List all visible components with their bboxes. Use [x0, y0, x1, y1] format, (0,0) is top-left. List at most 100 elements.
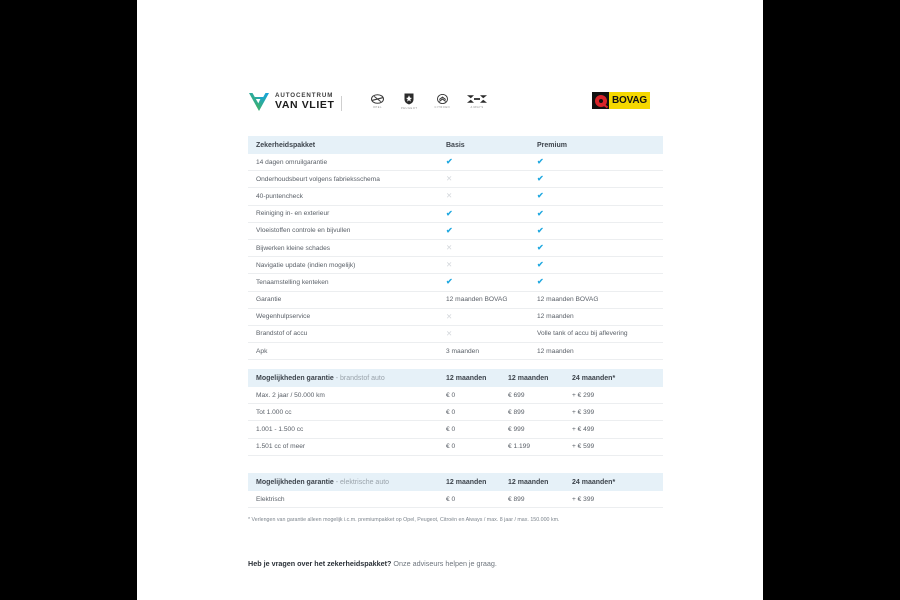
table-row: 14 dagen omruilgarantie ✔ ✔ — [248, 154, 663, 172]
bovag-label: BOVAG — [609, 92, 650, 109]
row-label: Bijwerken kleine schades — [256, 244, 331, 252]
fuel-warranty-table: Mogelijkheden garantie - brandstof auto 1… — [248, 369, 663, 456]
cell-price-1: € 0 — [446, 391, 456, 399]
document-page: Zekerheidspakket Personenauto occasion A — [137, 0, 763, 600]
cell-premium: ✔ — [537, 278, 628, 286]
table-row: 40-puntencheck ✕ ✔ — [248, 188, 663, 206]
row-label: Tenaamstelling kenteken — [256, 278, 329, 286]
cross-icon: ✕ — [446, 243, 453, 253]
cell-basis: ✔ — [446, 225, 537, 235]
column-header-premium: Premium — [537, 141, 567, 149]
cell-premium: Volle tank of accu bij aflevering — [537, 330, 628, 338]
check-icon: ✔ — [537, 208, 544, 218]
cell-premium: ✔ — [537, 208, 628, 218]
cross-icon: ✕ — [446, 260, 453, 270]
cell-price-2: € 999 — [508, 425, 525, 433]
table-row: Apk 3 maanden 12 maanden — [248, 343, 663, 361]
cell-basis: ✕ — [446, 192, 537, 200]
row-label: Apk — [256, 347, 268, 355]
check-icon: ✔ — [446, 208, 453, 218]
cell-price-3: + € 599 — [572, 443, 595, 451]
electric-warranty-table: Mogelijkheden garantie - elektrische aut… — [248, 473, 663, 509]
row-label: 1.001 - 1.500 cc — [256, 425, 304, 433]
table-row: 1.001 - 1.500 cc € 0 € 999 + € 499 — [248, 421, 663, 439]
table-header-row: Mogelijkheden garantie - elektrische aut… — [248, 473, 663, 491]
cell-basis: ✕ — [446, 313, 537, 321]
brand-aiways: AIWAYS — [467, 94, 488, 109]
table-row: Navigatie update (indien mogelijk) ✕ ✔ — [248, 257, 663, 275]
table-row: 1.501 cc of meer € 0 € 1.199 + € 599 — [248, 439, 663, 456]
peugeot-logo-icon — [404, 93, 414, 105]
table-row: Onderhoudsbeurt volgens fabrieksschema ✕ ✔ — [248, 171, 663, 189]
row-label: Navigatie update (indien mogelijk) — [256, 261, 356, 269]
check-icon: ✔ — [537, 191, 544, 201]
cell-price-1: € 0 — [446, 408, 456, 416]
aiways-logo-icon — [467, 95, 488, 103]
footnote: * Verlengen van garantie alleen mogelijk… — [248, 517, 560, 523]
check-icon: ✔ — [537, 225, 544, 235]
cell-premium: ✔ — [537, 175, 628, 183]
brand-opel: OPEL — [371, 94, 384, 109]
cell-price-2: € 699 — [508, 391, 525, 399]
triangle-pattern-icon — [205, 0, 695, 84]
cell-premium: ✔ — [537, 261, 628, 269]
row-label: 14 dagen omruilgarantie — [256, 158, 328, 166]
bovag-mark-icon — [592, 92, 609, 109]
closing-rest: Onze adviseurs helpen je graag. — [391, 559, 497, 568]
cell-price-3: + € 399 — [572, 495, 595, 503]
dealer-name-line2: VAN VLIET — [275, 99, 335, 112]
cell-basis: ✔ — [446, 158, 537, 166]
cell-basis: ✔ — [446, 278, 537, 286]
brand-peugeot-caption: PEUGEOT — [401, 106, 418, 110]
brand-aiways-caption: AIWAYS — [470, 105, 484, 109]
cell-basis: ✕ — [446, 175, 537, 183]
cell-premium: ✔ — [537, 225, 628, 235]
cell-premium: ✔ — [537, 244, 628, 252]
table-row: Bijwerken kleine schades ✕ ✔ — [248, 240, 663, 258]
hero-subtitle: Personenauto occasion — [375, 48, 525, 65]
column-header-2: 12 maanden — [508, 374, 549, 382]
cross-icon: ✕ — [446, 191, 453, 201]
cell-price-2: € 899 — [508, 495, 525, 503]
cell-premium: 12 maanden — [537, 347, 574, 355]
bovag-logo: BOVAG — [592, 92, 650, 109]
hero-banner: Zekerheidspakket Personenauto occasion — [205, 0, 695, 84]
row-label: 40-puntencheck — [256, 192, 303, 200]
cell-basis: ✕ — [446, 330, 537, 338]
closing-line: Heb je vragen over het zekerheidspakket?… — [248, 559, 663, 568]
table-row: Tot 1.000 cc € 0 € 899 + € 399 — [248, 404, 663, 422]
hero-title: Zekerheidspakket — [341, 15, 559, 45]
column-header-category: Mogelijkheden garantie - elektrische aut… — [256, 478, 390, 486]
brand-opel-caption: OPEL — [372, 105, 383, 109]
cell-price-3: + € 399 — [572, 408, 595, 416]
cell-premium: ✔ — [537, 192, 628, 200]
table-header-row: Zekerheidspakket Basis Premium — [248, 136, 663, 154]
cell-basis: ✔ — [446, 208, 537, 218]
cell-price-2: € 899 — [508, 408, 525, 416]
brand-logo-list: OPEL PEUGEOT CITROEN — [371, 93, 488, 110]
dealer-name-line1: AUTOCENTRUM — [275, 92, 334, 100]
cell-price-2: € 1.199 — [508, 443, 530, 451]
closing-question: Heb je vragen over het zekerheidspakket? — [248, 559, 392, 568]
brand-citroen-caption: CITROEN — [434, 105, 451, 109]
table-row: Max. 2 jaar / 50.000 km € 0 € 699 + € 299 — [248, 387, 663, 405]
table-row: Vloeistoffen controle en bijvullen ✔ ✔ — [248, 223, 663, 240]
row-label: 1.501 cc of meer — [256, 443, 306, 451]
table-row: Elektrisch € 0 € 899 + € 399 — [248, 491, 663, 509]
table-header-row: Mogelijkheden garantie - brandstof auto 1… — [248, 369, 663, 387]
column-header-3: 24 maanden* — [572, 374, 616, 382]
cell-price-1: € 0 — [446, 495, 456, 503]
column-header-1: 12 maanden — [446, 478, 487, 486]
row-label: Garantie — [256, 296, 282, 304]
table-row: Garantie 12 maanden BOVAG 12 maanden BOVAG — [248, 292, 663, 309]
column-header-basis: Basis — [446, 141, 465, 149]
check-icon: ✔ — [446, 225, 453, 235]
table-row: Wegenhulpservice ✕ 12 maanden — [248, 309, 663, 326]
column-header-2: 12 maanden — [508, 478, 549, 486]
check-icon: ✔ — [537, 157, 544, 167]
cross-icon: ✕ — [446, 328, 453, 338]
row-label: Vloeistoffen controle en bijvullen — [256, 227, 351, 235]
dealer-logo: AUTOCENTRUM VAN VLIET — [248, 92, 334, 112]
cell-price-1: € 0 — [446, 443, 456, 451]
